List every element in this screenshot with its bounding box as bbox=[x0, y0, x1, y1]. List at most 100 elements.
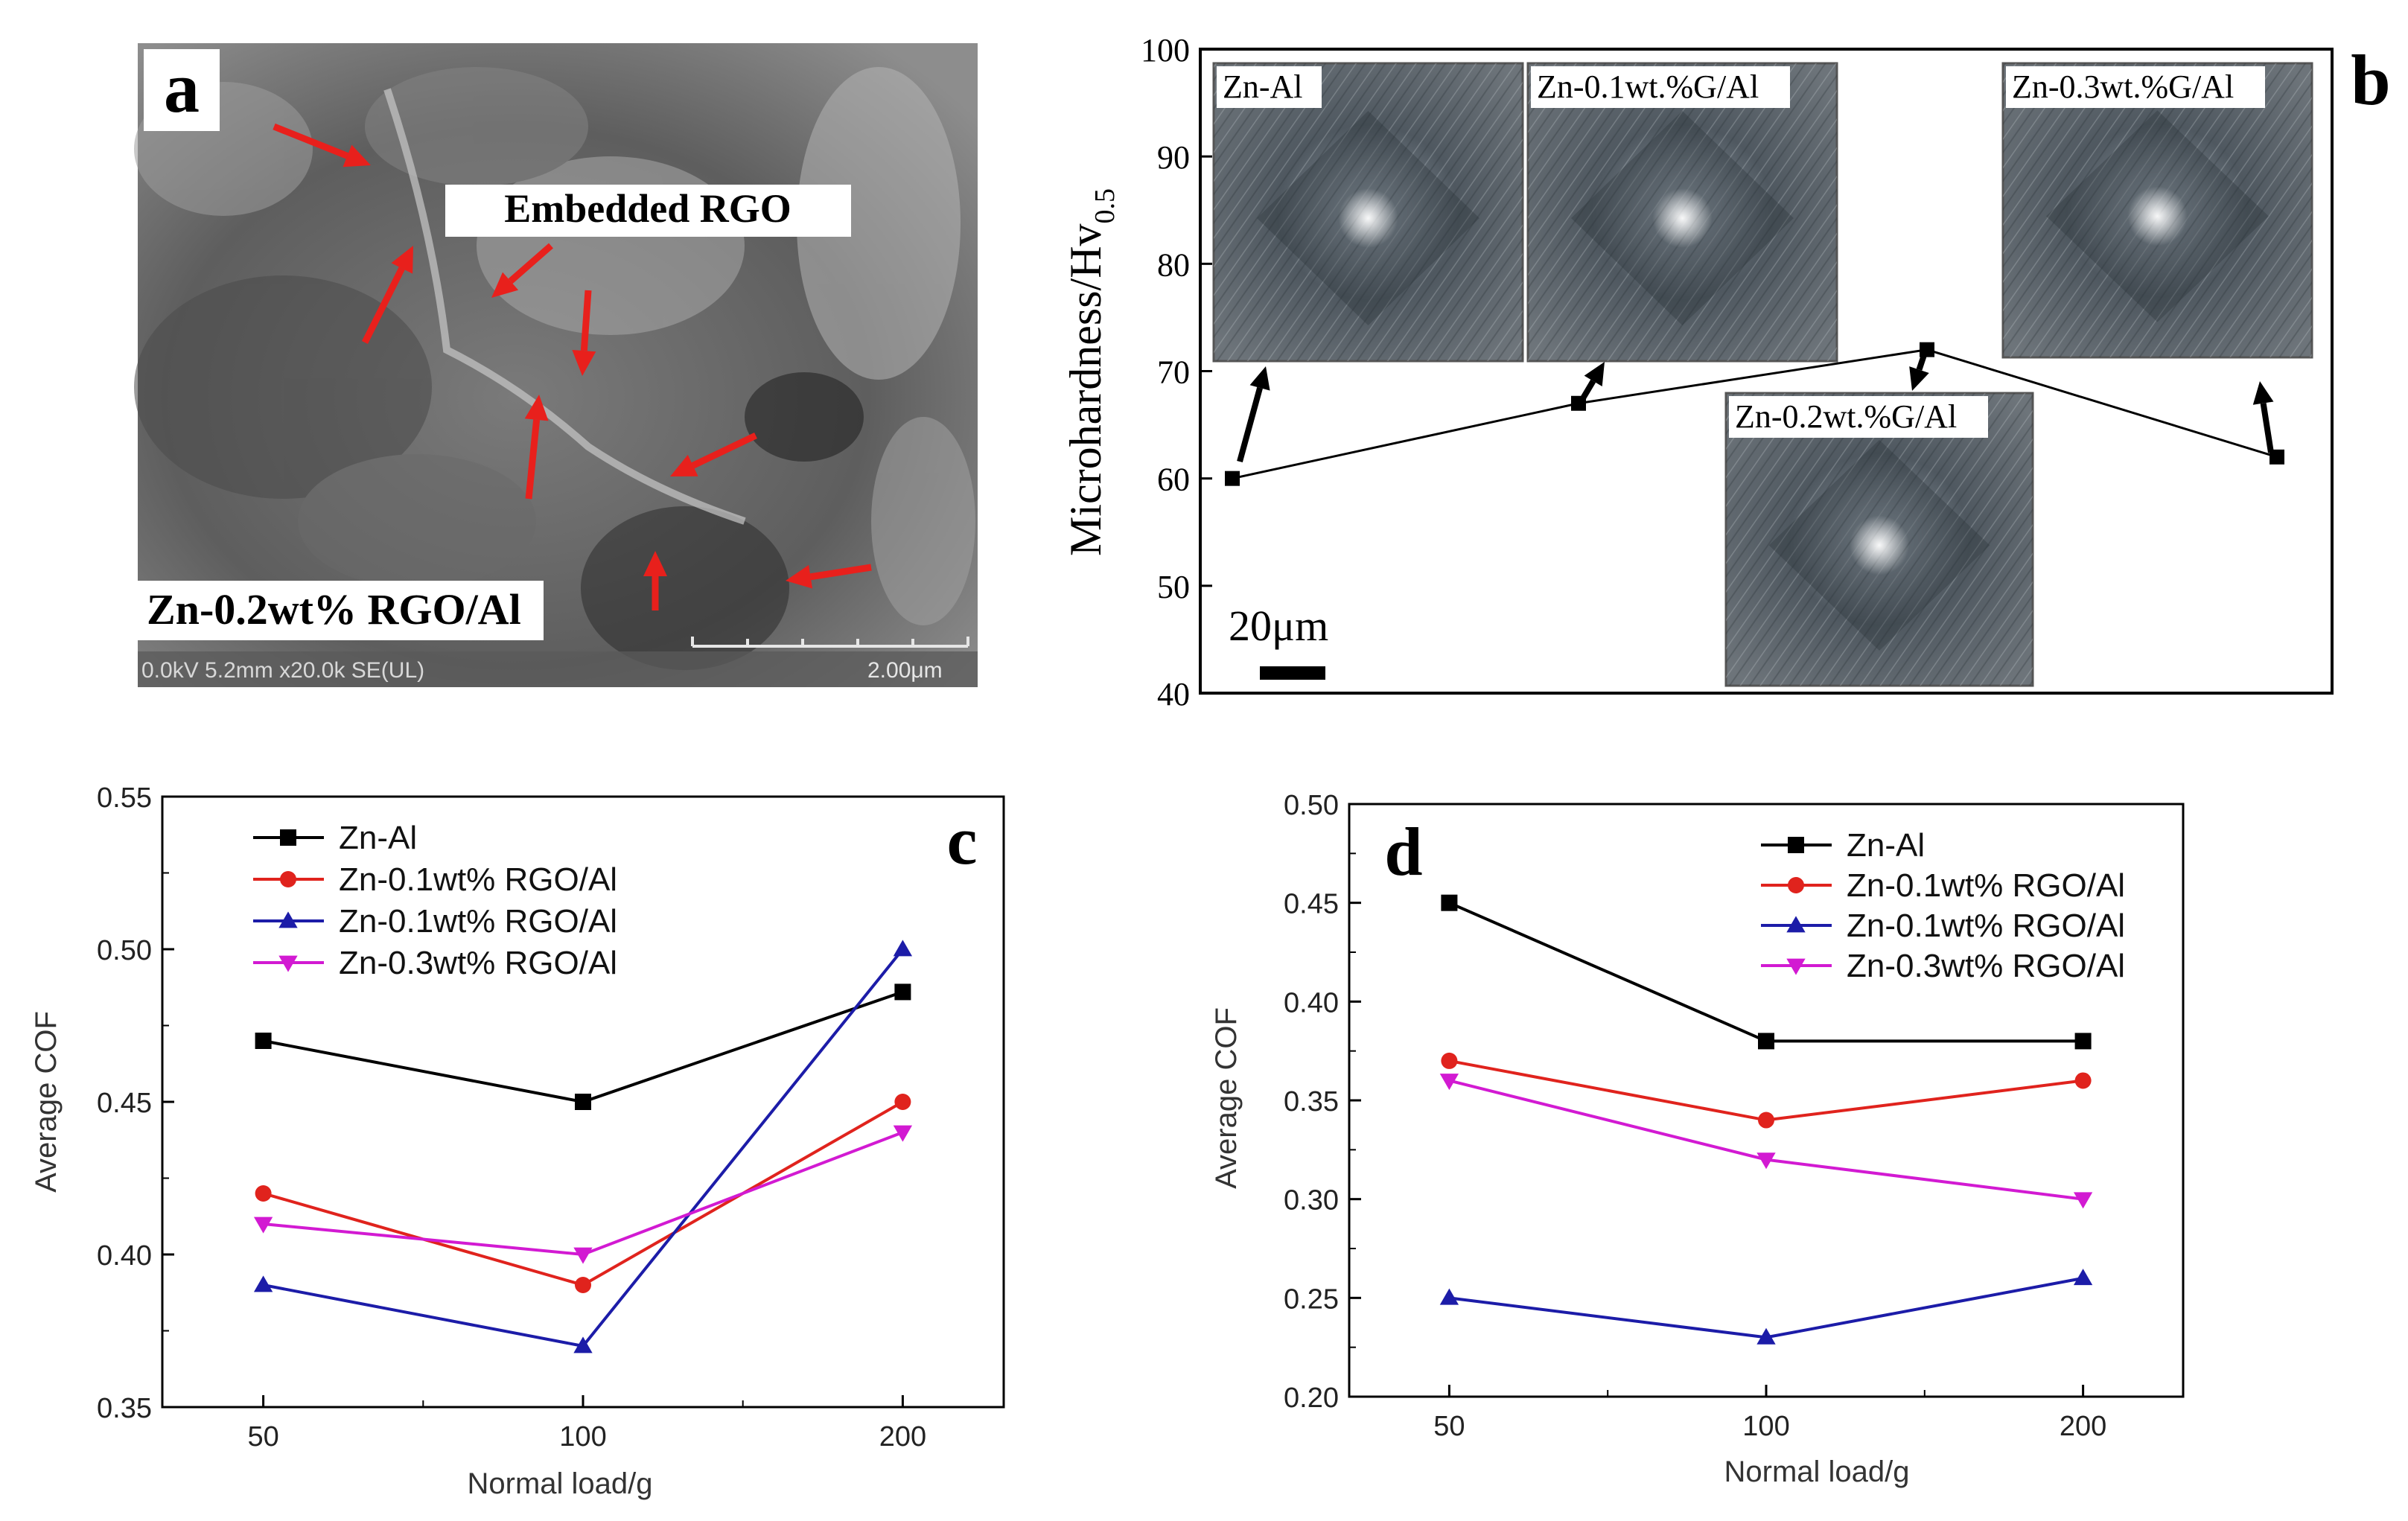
data-point bbox=[255, 1185, 272, 1202]
y-tick-label: 0.30 bbox=[1284, 1185, 1339, 1217]
data-point bbox=[1439, 1288, 1459, 1305]
data-point bbox=[894, 1094, 911, 1110]
panel-b-y-tick-label: 80 bbox=[1157, 246, 1190, 283]
y-tick-label: 0.25 bbox=[1284, 1284, 1339, 1315]
inset-pointer-arrow bbox=[1576, 362, 1605, 408]
microhardness-line bbox=[1232, 348, 2278, 480]
y-tick-label: 0.45 bbox=[97, 1088, 152, 1119]
series-group bbox=[255, 983, 911, 1110]
panel-b-y-tick-label: 40 bbox=[1157, 676, 1190, 712]
panel-d-x-label: Normal load/g bbox=[1724, 1455, 1909, 1488]
sem-info-bar bbox=[138, 651, 978, 687]
series-group bbox=[1441, 894, 2092, 1050]
series-group bbox=[255, 1094, 911, 1293]
legend-entry: Zn-0.1wt% RGO/Al bbox=[253, 903, 617, 940]
panel-c-x-label: Normal load/g bbox=[467, 1467, 652, 1500]
panel-b-scale-bar bbox=[1260, 666, 1325, 680]
data-point bbox=[2074, 1072, 2092, 1089]
y-tick-label: 0.40 bbox=[97, 1240, 152, 1272]
panel-a-letter-box bbox=[144, 49, 220, 131]
rgo-arrow bbox=[361, 246, 413, 345]
sem-scale-bar bbox=[691, 637, 969, 648]
rgo-arrow bbox=[670, 432, 757, 476]
panel-b-y-tick-label: 60 bbox=[1157, 462, 1190, 498]
data-point bbox=[575, 1094, 591, 1110]
panel-b-y-tick-label: 100 bbox=[1141, 32, 1190, 68]
legend-entry: Zn-0.1wt% RGO/Al bbox=[1761, 908, 2125, 944]
rgo-arrow bbox=[786, 564, 872, 589]
legend-label: Zn-Al bbox=[1847, 827, 1925, 864]
data-point bbox=[573, 1336, 593, 1353]
panel-b-letter-box bbox=[2338, 39, 2405, 122]
panel-d-y-label: Average COF bbox=[1210, 1007, 1243, 1189]
legend-swatch-marker bbox=[280, 829, 296, 846]
legend-swatch-marker bbox=[1788, 877, 1804, 893]
indentation-inset: Zn-0.1wt.%G/Al bbox=[1526, 62, 1838, 363]
legend-swatch-marker bbox=[1788, 837, 1804, 853]
x-tick-label: 100 bbox=[1742, 1411, 1789, 1442]
embedded-rgo-label: Embedded RGO bbox=[504, 186, 791, 231]
inset-pointer-arrow bbox=[1909, 345, 1930, 391]
inset-label: Zn-Al bbox=[1223, 68, 1303, 105]
y-tick-label: 0.55 bbox=[97, 782, 152, 814]
panel-b-y-tick-label: 70 bbox=[1157, 354, 1190, 391]
panel-a-letter: a bbox=[164, 48, 200, 127]
panel-b-y-tick-label: 50 bbox=[1157, 569, 1190, 605]
data-point bbox=[2074, 1033, 2092, 1050]
rgo-arrow bbox=[643, 551, 667, 610]
panel-b-arrows bbox=[1237, 345, 2274, 463]
legend-label: Zn-0.1wt% RGO/Al bbox=[1847, 867, 2125, 904]
y-tick-label: 0.35 bbox=[97, 1393, 152, 1424]
legend-label: Zn-0.1wt% RGO/Al bbox=[339, 903, 617, 940]
inset-pointer-arrow bbox=[2252, 381, 2274, 453]
legend-label: Zn-0.3wt% RGO/Al bbox=[1847, 948, 2125, 984]
inset-label: Zn-0.1wt.%G/Al bbox=[1537, 68, 1759, 105]
x-tick-label: 50 bbox=[247, 1421, 278, 1453]
panel-b-letter: b bbox=[2351, 40, 2390, 120]
legend-entry: Zn-0.1wt% RGO/Al bbox=[1761, 867, 2125, 904]
data-point bbox=[893, 940, 913, 957]
data-point bbox=[253, 1217, 273, 1234]
microhardness-point bbox=[2270, 449, 2284, 465]
data-point bbox=[1756, 1152, 1776, 1170]
series-group bbox=[253, 1125, 913, 1264]
embedded-rgo-label-box bbox=[445, 185, 851, 237]
panel-b-y-tick-label: 90 bbox=[1157, 139, 1190, 176]
x-tick-label: 100 bbox=[559, 1421, 606, 1453]
legend-entry: Zn-0.3wt% RGO/Al bbox=[253, 945, 617, 981]
y-tick-label: 0.50 bbox=[1284, 790, 1339, 821]
data-point bbox=[1758, 1112, 1774, 1129]
legend-swatch-marker bbox=[280, 871, 296, 887]
microhardness-point bbox=[1225, 471, 1240, 486]
data-point bbox=[893, 1125, 913, 1142]
y-tick-label: 0.35 bbox=[1284, 1086, 1339, 1117]
indentation-inset: Zn-0.2wt.%G/Al bbox=[1724, 392, 2034, 687]
legend-entry: Zn-0.1wt% RGO/Al bbox=[253, 861, 617, 898]
rgo-arrow bbox=[572, 290, 596, 376]
sample-label-box bbox=[138, 581, 544, 640]
legend-label: Zn-0.3wt% RGO/Al bbox=[339, 945, 617, 981]
series-line bbox=[263, 990, 904, 1104]
legend-swatch-marker bbox=[1786, 916, 1806, 933]
legend-swatch-marker bbox=[278, 955, 298, 972]
indentation-inset: Zn-Al bbox=[1212, 62, 1524, 363]
inset-pointer-arrow bbox=[1237, 366, 1270, 463]
data-point bbox=[255, 1033, 272, 1049]
sem-info-text: 0.0kV 5.2mm x20.0k SE(UL) bbox=[141, 658, 424, 683]
legend-entry: Zn-0.3wt% RGO/Al bbox=[1761, 948, 2125, 984]
inset-label: Zn-0.2wt.%G/Al bbox=[1735, 398, 1957, 435]
legend-entry: Zn-Al bbox=[253, 820, 417, 856]
data-point bbox=[894, 983, 911, 1001]
x-tick-label: 50 bbox=[1433, 1411, 1465, 1442]
series-group bbox=[1439, 1269, 2093, 1345]
rgo-sheet-edge bbox=[383, 88, 746, 525]
series-group bbox=[1441, 1052, 2092, 1129]
indentation-inset: Zn-0.3wt.%G/Al bbox=[2001, 62, 2313, 359]
legend-label: Zn-0.1wt% RGO/Al bbox=[339, 861, 617, 898]
legend-label: Zn-0.1wt% RGO/Al bbox=[1847, 908, 2125, 944]
panel-b: 40 50 60 70 80 90 100 Microhardness/Hv0.5 Zn-A… bbox=[1061, 32, 2405, 712]
y-tick-label: 0.40 bbox=[1284, 987, 1339, 1018]
data-point bbox=[2073, 1269, 2093, 1286]
